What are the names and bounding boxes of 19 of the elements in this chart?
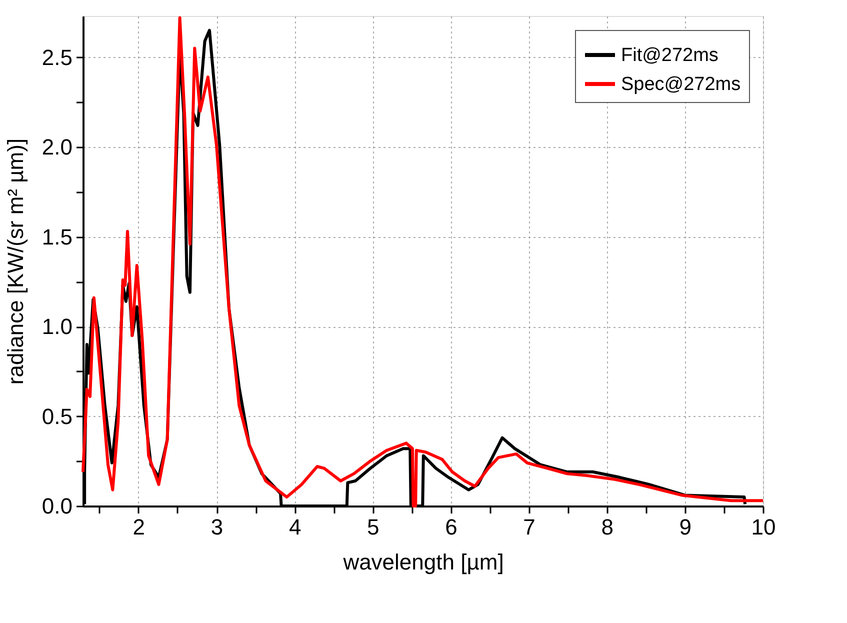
y-tick-label: 1.0 [42, 314, 72, 340]
y-tick-label: 2.5 [42, 44, 72, 70]
legend-label: Spec@272ms [621, 74, 741, 95]
y-axis-title: radiance [KW/(sr m² µm)] [2, 138, 28, 385]
x-tick-label: 3 [210, 514, 224, 540]
x-tick-label: 2 [132, 514, 146, 540]
x-tick-label: 8 [601, 514, 614, 540]
x-tick-label: 9 [679, 514, 692, 540]
x-axis-title: wavelength [µm] [342, 550, 504, 574]
x-tick-label: 5 [367, 514, 380, 540]
x-tick-label: 7 [523, 514, 536, 540]
y-tick-label: 2.0 [42, 134, 72, 160]
y-tick-label: 1.5 [42, 224, 72, 250]
y-tick-label: 0.0 [42, 494, 72, 518]
x-tick-label: 6 [445, 514, 458, 540]
y-tick-label: 0.5 [42, 404, 72, 429]
legend-label: Fit@272ms [621, 45, 718, 66]
x-tick-label: 4 [288, 514, 302, 540]
x-tick-label: 10 [751, 514, 776, 540]
